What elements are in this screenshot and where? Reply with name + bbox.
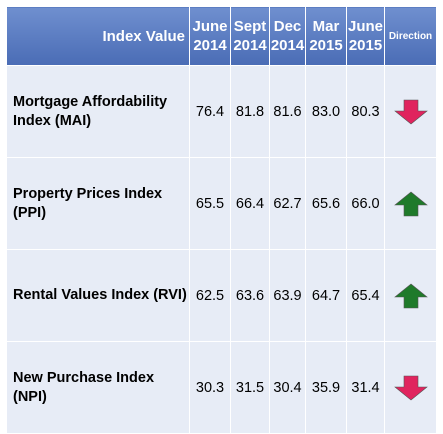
value-cell: 81.6 [269, 65, 306, 158]
direction-cell [384, 249, 437, 342]
header-row: Index Value June 2014 Sept 2014 Dec 2014 Ma… [6, 6, 437, 66]
direction-cell [384, 157, 437, 250]
value-cell: 83.0 [305, 65, 347, 158]
value-cell: 65.6 [305, 157, 347, 250]
table-row: New Purchase Index (NPI) 30.3 31.5 30.4 … [6, 341, 437, 434]
arrow-down-icon [393, 99, 428, 124]
arrow-up-icon [393, 283, 428, 308]
value-cell: 35.9 [305, 341, 347, 434]
value-cell: 31.5 [230, 341, 270, 434]
value-cell: 81.8 [230, 65, 270, 158]
value-cell: 30.4 [269, 341, 306, 434]
value-cell: 31.4 [346, 341, 385, 434]
value-cell: 63.9 [269, 249, 306, 342]
value-cell: 63.6 [230, 249, 270, 342]
arrow-up-icon [393, 191, 428, 216]
table-row: Mortgage Affordability Index (MAI) 76.4 … [6, 65, 437, 158]
row-label: Rental Values Index (RVI) [6, 249, 190, 342]
value-cell: 80.3 [346, 65, 385, 158]
value-cell: 30.3 [189, 341, 231, 434]
value-cell: 65.5 [189, 157, 231, 250]
value-cell: 65.4 [346, 249, 385, 342]
value-cell: 62.7 [269, 157, 306, 250]
period-header: Dec 2014 [269, 6, 306, 66]
arrow-down-icon [393, 375, 428, 400]
value-cell: 66.0 [346, 157, 385, 250]
value-cell: 64.7 [305, 249, 347, 342]
value-cell: 62.5 [189, 249, 231, 342]
period-header: June 2014 [189, 6, 231, 66]
row-label: Property Prices Index (PPI) [6, 157, 190, 250]
value-cell: 66.4 [230, 157, 270, 250]
direction-cell [384, 65, 437, 158]
index-value-header: Index Value [6, 6, 190, 66]
period-header: Mar 2015 [305, 6, 347, 66]
index-table: Index Value June 2014 Sept 2014 Dec 2014 Ma… [6, 6, 437, 434]
period-header: Sept 2014 [230, 6, 270, 66]
direction-cell [384, 341, 437, 434]
direction-header: Direction [384, 6, 437, 66]
row-label: New Purchase Index (NPI) [6, 341, 190, 434]
table-row: Rental Values Index (RVI) 62.5 63.6 63.9… [6, 249, 437, 342]
period-header: June 2015 [346, 6, 385, 66]
table-row: Property Prices Index (PPI) 65.5 66.4 62… [6, 157, 437, 250]
row-label: Mortgage Affordability Index (MAI) [6, 65, 190, 158]
value-cell: 76.4 [189, 65, 231, 158]
